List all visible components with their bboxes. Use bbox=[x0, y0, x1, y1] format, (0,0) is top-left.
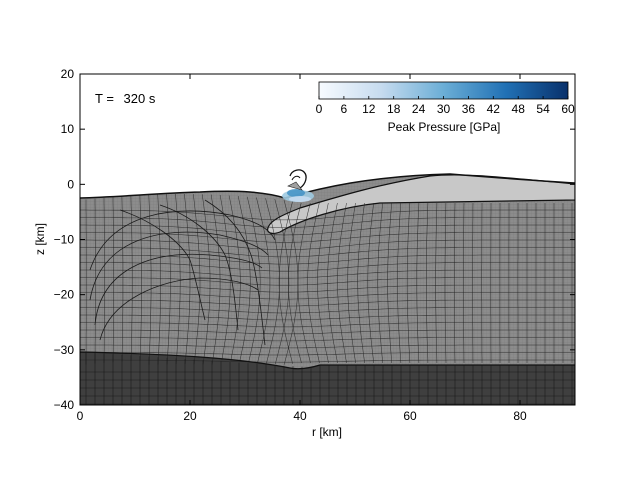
svg-text:T = 320 s: T = 320 s bbox=[95, 91, 156, 106]
x-axis-ticks: 0 20 40 60 80 bbox=[77, 74, 527, 423]
x-tick-label: 20 bbox=[183, 409, 197, 423]
y-tick-label: 10 bbox=[61, 122, 75, 136]
colorbar: 0 6 12 18 24 30 36 42 48 54 60 Peak Pressure [GPa] bbox=[316, 81, 575, 134]
mesh-vertical-lines bbox=[85, 193, 573, 405]
time-label: T = 320 s bbox=[95, 91, 156, 106]
y-tick-label: −40 bbox=[54, 398, 75, 412]
colorbar-tick-label: 36 bbox=[462, 102, 476, 116]
colorbar-tick-label: 42 bbox=[487, 102, 501, 116]
y-tick-label: 20 bbox=[61, 67, 75, 81]
x-tick-label: 80 bbox=[513, 409, 527, 423]
colorbar-label: Peak Pressure [GPa] bbox=[388, 120, 501, 134]
y-axis-label: z [km] bbox=[33, 223, 47, 255]
colorbar-ticks: 0 6 12 18 24 30 36 42 48 54 60 bbox=[316, 96, 575, 116]
y-tick-label: −30 bbox=[54, 343, 75, 357]
x-tick-label: 60 bbox=[403, 409, 417, 423]
colorbar-tick-label: 12 bbox=[362, 102, 376, 116]
x-axis-label: r [km] bbox=[312, 425, 342, 439]
deformation-contours bbox=[89, 199, 276, 346]
x-tick-label: 0 bbox=[77, 409, 84, 423]
time-prefix: T = bbox=[95, 91, 114, 106]
colorbar-tick-label: 54 bbox=[536, 102, 550, 116]
ejecta-curtain bbox=[282, 169, 314, 202]
mesh-horizontal-lines bbox=[80, 209, 575, 405]
plot-area bbox=[80, 74, 575, 405]
colorbar-tick-label: 48 bbox=[512, 102, 526, 116]
x-tick-label: 40 bbox=[293, 409, 307, 423]
y-tick-label: −10 bbox=[54, 233, 75, 247]
y-axis-ticks: 20 10 0 −10 −20 −30 −40 bbox=[54, 67, 575, 412]
time-value: 320 s bbox=[124, 91, 156, 106]
colorbar-tick-label: 6 bbox=[341, 102, 348, 116]
colorbar-tick-label: 18 bbox=[387, 102, 401, 116]
colorbar-tick-label: 60 bbox=[561, 102, 575, 116]
y-tick-label: −20 bbox=[54, 288, 75, 302]
y-tick-label: 0 bbox=[67, 177, 74, 191]
colorbar-tick-label: 24 bbox=[412, 102, 426, 116]
colorbar-tick-label: 0 bbox=[316, 102, 323, 116]
colorbar-tick-label: 30 bbox=[437, 102, 451, 116]
